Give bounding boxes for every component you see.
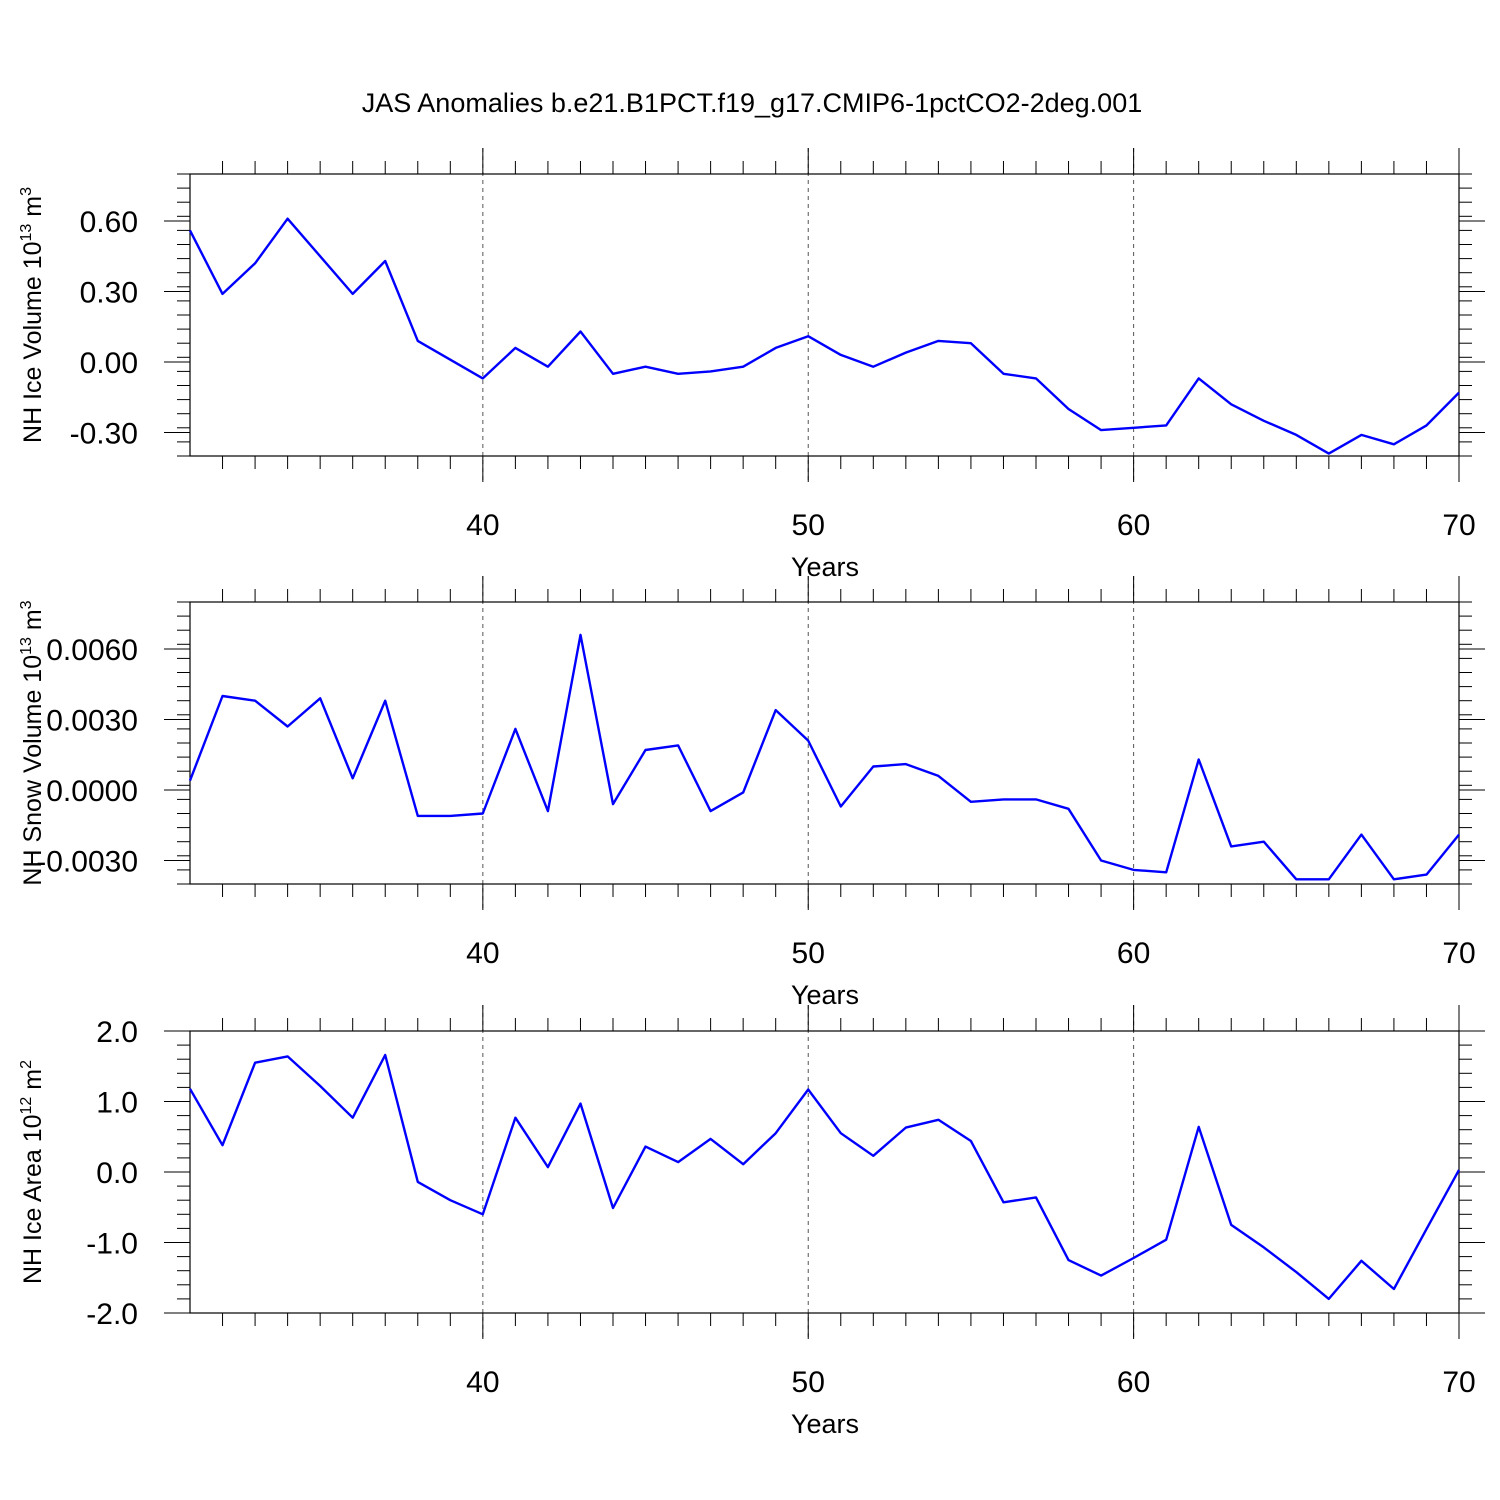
y-tick-label: 0.30: [80, 277, 138, 310]
y-tick-label: 0.00: [80, 347, 138, 380]
x-tick-label: 70: [1442, 509, 1475, 542]
x-tick-label: 70: [1442, 1366, 1475, 1399]
y-axis-label: NH Ice Area 1012 m2: [18, 1060, 47, 1284]
chart-panel-1: -0.30 0.00 0.30 0.60 40 50 60 70 Years NH Ice Vol…: [18, 148, 1485, 582]
x-tick-label: 50: [792, 937, 825, 970]
x-axis-label: Years: [791, 1409, 859, 1439]
series-line: [188, 217, 1460, 455]
y-tick-label: -0.30: [70, 418, 138, 451]
y-tick-label: 2.0: [96, 1016, 138, 1049]
x-tick-label: 40: [466, 509, 499, 542]
series-line: [188, 1053, 1461, 1301]
y-tick-label: 0.0060: [46, 634, 138, 667]
y-tick-label: 0.60: [80, 206, 138, 239]
y-tick-label: -1.0: [86, 1228, 138, 1261]
series-line: [188, 633, 1460, 881]
y-tick-label: 0.0: [96, 1157, 138, 1190]
y-tick-label: 0.0030: [46, 705, 138, 738]
y-axis-label: NH Snow Volume 1013 m3: [18, 600, 47, 885]
x-tick-label: 40: [466, 937, 499, 970]
x-tick-label: 50: [792, 1366, 825, 1399]
x-axis-label: Years: [791, 552, 859, 582]
chart-panel-2: -0.0030 0.0000 0.0030 0.0060 40 50 60 70 Years NH…: [18, 576, 1485, 1010]
x-tick-label: 40: [466, 1366, 499, 1399]
y-tick-label: 0.0000: [46, 775, 138, 808]
figure-title: JAS Anomalies b.e21.B1PCT.f19_g17.CMIP6-…: [362, 88, 1142, 118]
x-tick-label: 60: [1117, 1366, 1150, 1399]
y-tick-label: 1.0: [96, 1087, 138, 1120]
plot-frame: [189, 173, 1460, 457]
x-tick-label: 60: [1117, 509, 1150, 542]
y-axis-label: NH Ice Volume 1013 m3: [18, 187, 47, 443]
x-axis-label: Years: [791, 980, 859, 1010]
x-tick-label: 50: [792, 509, 825, 542]
x-tick-label: 70: [1442, 937, 1475, 970]
chart-panel-3: -2.0 -1.0 0.0 1.0 2.0 40 50 60 70 Years NH Ice Are…: [18, 1005, 1485, 1439]
y-tick-label: -0.0030: [36, 846, 138, 879]
plot-frame: [189, 601, 1460, 885]
x-tick-label: 60: [1117, 937, 1150, 970]
y-tick-label: -2.0: [86, 1298, 138, 1331]
